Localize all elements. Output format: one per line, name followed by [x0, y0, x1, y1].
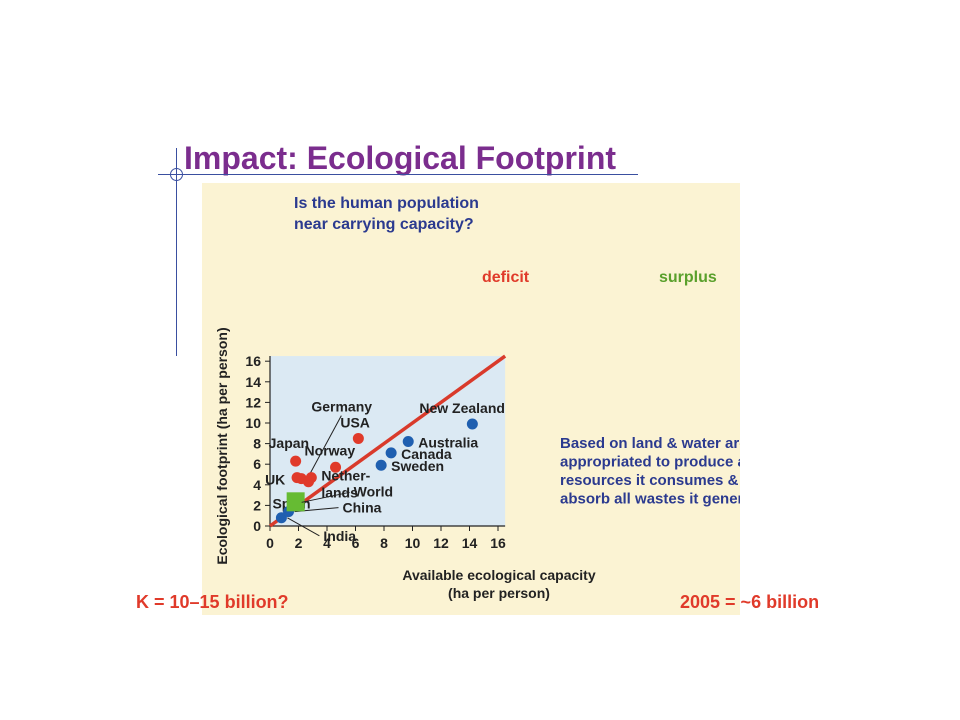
methodology-note: Based on land & water area: [560, 435, 740, 452]
y-tick-label: 8: [253, 436, 261, 452]
point-label: Australia: [418, 435, 478, 451]
methodology-note: appropriated to produce all: [560, 454, 740, 471]
surplus-point: [402, 436, 414, 448]
y-tick-label: 16: [245, 353, 261, 369]
point-label: Norway: [305, 442, 356, 458]
x-axis-label: (ha per person): [448, 585, 550, 601]
surplus-point: [466, 418, 478, 430]
y-tick-label: 10: [245, 415, 261, 431]
surplus-point: [385, 447, 397, 459]
population-note: 2005 = ~6 billion: [680, 592, 820, 612]
y-tick-label: 14: [245, 374, 261, 390]
point-label: China: [343, 500, 382, 516]
surplus-point: [275, 512, 287, 524]
label-leader-line: [301, 491, 350, 503]
title-underline: [158, 174, 638, 175]
y-tick-label: 4: [253, 477, 261, 493]
point-label: Sweden: [391, 458, 444, 474]
x-tick-label: 12: [433, 535, 449, 551]
x-axis-label: Available ecological capacity: [402, 567, 595, 583]
x-tick-label: 4: [323, 535, 331, 551]
question-text: near carrying capacity?: [294, 216, 474, 233]
slide-guide-circle-icon: [170, 168, 183, 181]
deficit-label: deficit: [482, 269, 530, 286]
point-label: India: [323, 528, 356, 544]
x-tick-label: 6: [352, 535, 360, 551]
point-label: USA: [340, 414, 370, 430]
deficit-point: [305, 472, 317, 484]
y-axis-label: Ecological footprint (ha per person): [214, 327, 230, 564]
world-marker: [286, 492, 305, 512]
x-tick-label: 16: [490, 535, 506, 551]
point-label: UK: [265, 472, 285, 488]
slide-guide-line: [176, 148, 177, 356]
x-tick-label: 2: [295, 535, 303, 551]
point-label: Nether-: [321, 468, 370, 484]
surplus-point: [375, 459, 387, 471]
methodology-note: absorb all wastes it generates: [560, 491, 740, 508]
y-tick-label: 2: [253, 497, 261, 513]
slide-title: Impact: Ecological Footprint: [184, 140, 617, 176]
point-label: Japan: [269, 435, 309, 451]
point-label: World: [354, 483, 393, 499]
deficit-point: [290, 455, 302, 467]
point-label: lands: [321, 485, 358, 501]
ecological-footprint-chart: 0 2 4 6 8 10 12 14 16 16 14 12 10 8 6 4 2 0 Available ecol…: [214, 195, 740, 601]
break-even-line: [268, 354, 507, 528]
label-leader-line: [287, 517, 320, 537]
y-tick-label: 12: [245, 394, 261, 410]
deficit-point: [330, 461, 342, 473]
x-tick-label: 0: [266, 535, 274, 551]
methodology-note: resources it consumes & to: [560, 472, 740, 489]
chart-figure: 0 2 4 6 8 10 12 14 16 16 14 12 10 8 6 4 2 0 Available ecol…: [202, 183, 740, 615]
label-leader-line: [306, 415, 342, 479]
question-text: Is the human population: [294, 195, 479, 212]
y-tick-label: 0: [253, 518, 261, 534]
x-tick-label: 8: [380, 535, 388, 551]
point-label: Germany: [311, 399, 372, 415]
point-label: New Zealand: [419, 400, 505, 416]
y-tick-label: 6: [253, 456, 261, 472]
x-tick-label: 14: [462, 535, 478, 551]
x-tick-label: 10: [405, 535, 421, 551]
surplus-label: surplus: [659, 269, 717, 286]
deficit-point: [352, 432, 364, 444]
carrying-capacity-note: K = 10–15 billion?: [136, 592, 289, 612]
point-label: Canada: [401, 446, 452, 462]
